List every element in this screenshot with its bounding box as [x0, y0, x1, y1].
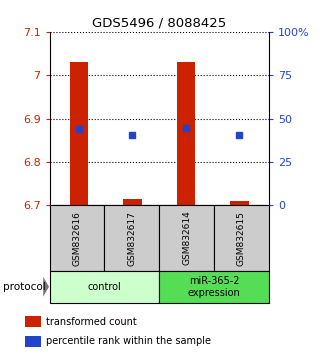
Text: GSM832614: GSM832614 [182, 211, 191, 266]
Text: transformed count: transformed count [46, 316, 137, 327]
Bar [50, 205, 104, 271]
Bar [70, 62, 88, 205]
Text: GSM832616: GSM832616 [73, 211, 82, 266]
Title: GDS5496 / 8088425: GDS5496 / 8088425 [92, 16, 226, 29]
Bar [123, 199, 142, 205]
Text: control: control [88, 282, 121, 292]
Bar [177, 62, 195, 205]
Text: GSM832615: GSM832615 [237, 211, 246, 266]
Bar [159, 271, 269, 303]
Bar [50, 271, 159, 303]
Text: GSM832617: GSM832617 [127, 211, 136, 266]
Text: percentile rank within the sample: percentile rank within the sample [46, 336, 211, 346]
Bar [230, 201, 249, 205]
Bar [25, 316, 41, 327]
Bar [159, 205, 214, 271]
Bar [104, 205, 159, 271]
Polygon shape [43, 277, 49, 297]
Bar [214, 205, 269, 271]
Bar [25, 336, 41, 347]
Text: protocol: protocol [3, 282, 46, 292]
Text: miR-365-2
expression: miR-365-2 expression [188, 276, 240, 298]
